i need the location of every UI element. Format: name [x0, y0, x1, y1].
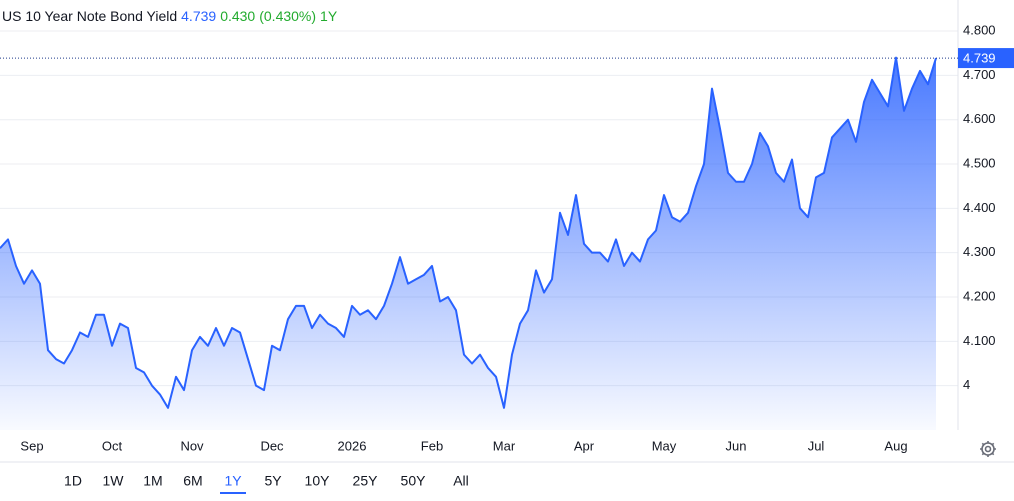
- range-button[interactable]: 1W: [103, 473, 125, 489]
- range-button[interactable]: 50Y: [401, 473, 427, 489]
- x-tick-label: Nov: [180, 438, 204, 453]
- price: 4.739: [181, 8, 217, 24]
- x-tick-label: Sep: [20, 438, 43, 453]
- y-tick-label: 4: [963, 377, 970, 392]
- price-line: [0, 56, 937, 409]
- range-button[interactable]: All: [453, 473, 469, 489]
- x-tick-label: Aug: [884, 438, 907, 453]
- x-tick-label: May: [652, 438, 677, 453]
- y-tick-label: 4.500: [963, 155, 996, 170]
- range-button[interactable]: 1D: [64, 473, 82, 489]
- last-price-label: 4.739: [963, 51, 996, 66]
- change: 0.430: [220, 8, 256, 24]
- x-tick-label: Oct: [102, 438, 123, 453]
- range-button[interactable]: 1Y: [224, 473, 242, 489]
- x-tick-label: Dec: [260, 438, 284, 453]
- title: US 10 Year Note Bond Yield: [2, 8, 178, 24]
- y-tick-label: 4.300: [963, 244, 996, 259]
- x-tick-label: Feb: [421, 438, 443, 453]
- range-button[interactable]: 10Y: [305, 473, 331, 489]
- header: US 10 Year Note Bond Yield 4.739 0.430 (0.4…: [2, 8, 341, 24]
- x-tick-label: Apr: [574, 438, 595, 453]
- y-tick-label: 4.100: [963, 333, 996, 348]
- y-tick-label: 4.200: [963, 288, 996, 303]
- range-button[interactable]: 1M: [143, 473, 162, 489]
- x-tick-label: Jun: [726, 438, 747, 453]
- area-fill: [0, 57, 936, 430]
- change-pct: (0.430%): [259, 8, 317, 24]
- y-tick-label: 4.600: [963, 111, 996, 126]
- y-tick-label: 4.700: [963, 67, 996, 82]
- settings-icon[interactable]: [980, 441, 996, 457]
- y-tick-label: 4.400: [963, 200, 996, 215]
- range-selected-underline: [220, 492, 246, 494]
- x-tick-label: Jul: [808, 438, 825, 453]
- last-price-box: [958, 48, 1014, 69]
- range-button[interactable]: 6M: [183, 473, 202, 489]
- period: 1Y: [320, 8, 338, 24]
- x-tick-label: 2026: [338, 438, 367, 453]
- range-button[interactable]: 5Y: [264, 473, 282, 489]
- range-button[interactable]: 25Y: [353, 473, 379, 489]
- x-tick-label: Mar: [493, 438, 516, 453]
- y-tick-label: 4.800: [963, 22, 996, 37]
